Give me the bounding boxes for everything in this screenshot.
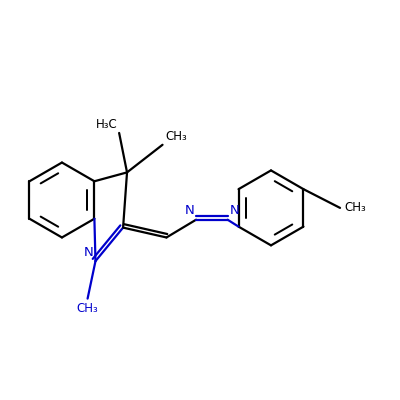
Text: N: N — [230, 204, 239, 216]
Text: CH₃: CH₃ — [77, 302, 98, 315]
Text: H₃C: H₃C — [96, 118, 117, 131]
Text: N: N — [184, 204, 194, 216]
Text: CH₃: CH₃ — [166, 130, 188, 143]
Text: N: N — [84, 246, 94, 259]
Text: CH₃: CH₃ — [344, 201, 366, 214]
